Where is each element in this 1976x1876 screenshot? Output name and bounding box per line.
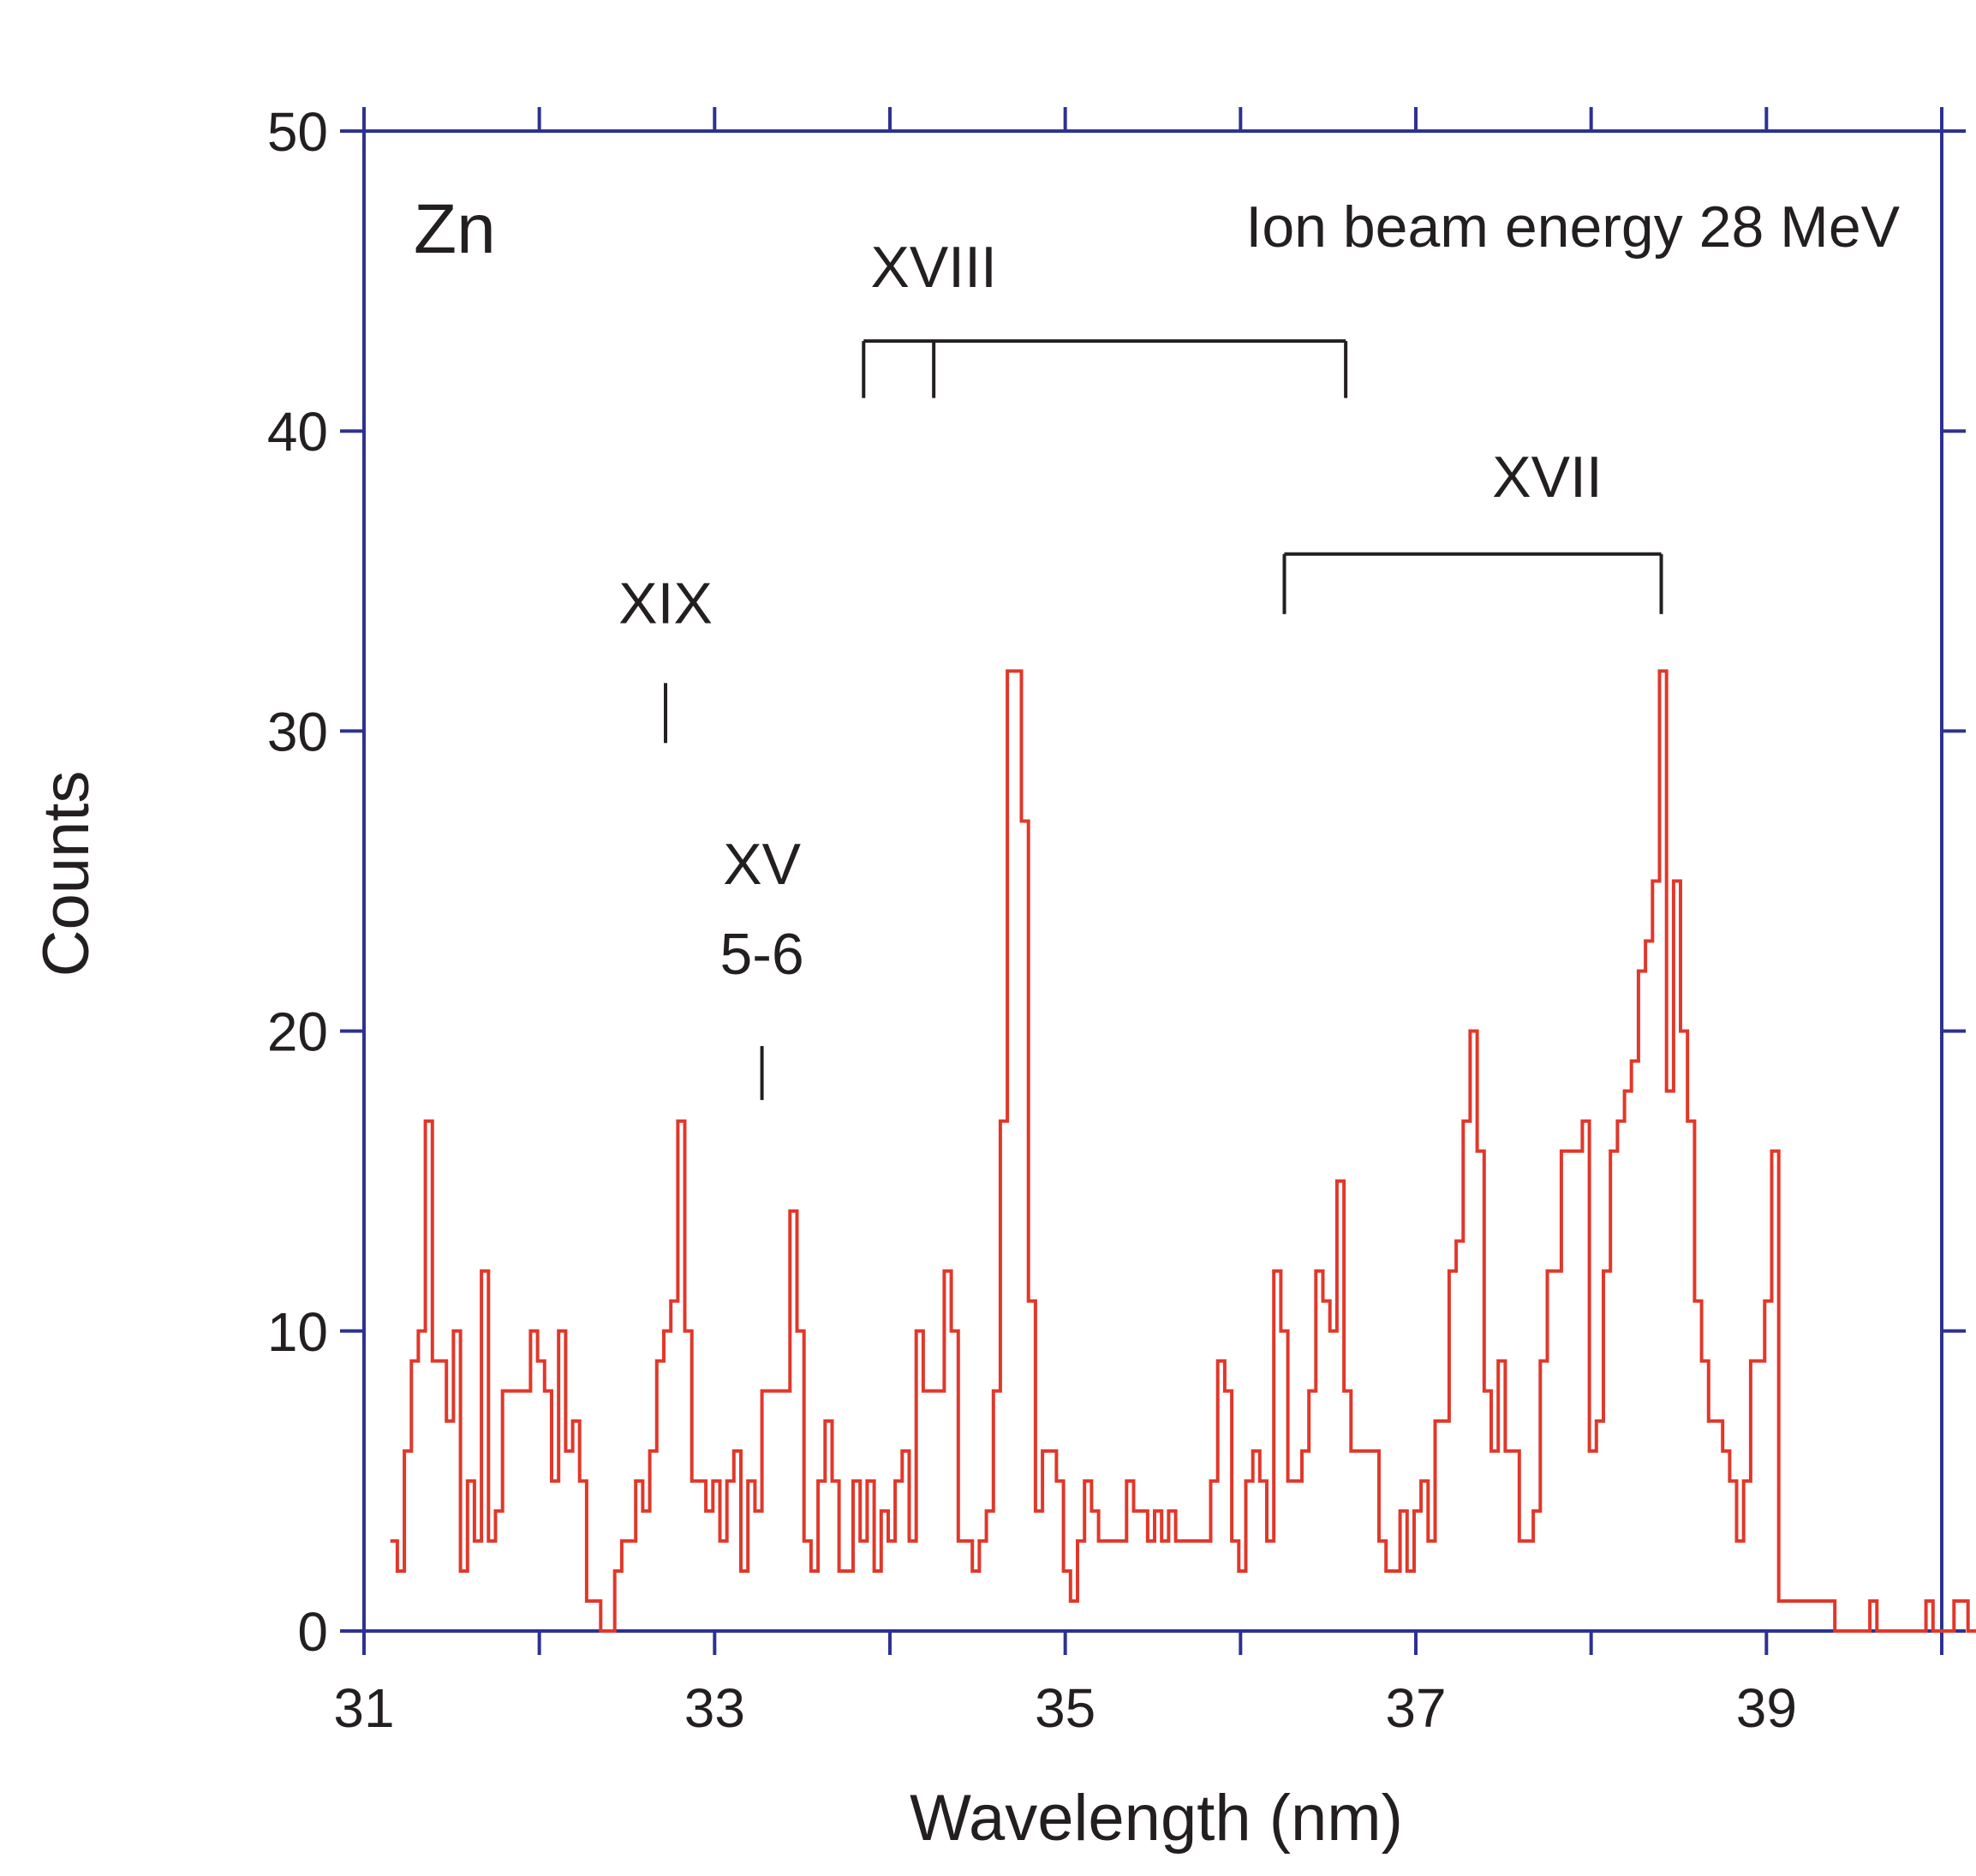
annotation-layer: XVIII XVII XIX XV 5-6 [618,235,1663,1101]
condition-label: Ion beam energy 28 MeV [1245,194,1900,260]
y-tick-label: 20 [267,1001,328,1063]
series-line [390,669,1976,1633]
annotation-xix: XIX [618,571,713,744]
y-tick-label: 50 [267,101,328,163]
x-tick-label: 39 [1736,1677,1797,1739]
element-label: Zn [414,190,496,268]
axis-tick-labels: 31 33 35 37 39 0 10 20 30 40 50 [267,101,1797,1739]
annotation-label: XV [723,832,801,897]
x-tick-label: 31 [333,1677,394,1739]
x-tick-label: 35 [1035,1677,1095,1739]
x-tick-label: 33 [684,1677,745,1739]
plot-frame [362,129,1943,1633]
annotation-xvii: XVII [1282,445,1663,614]
annotation-label: XIX [618,571,713,636]
annotation-label: XVIII [870,235,996,300]
y-tick-label: 40 [267,401,328,463]
plot-border [362,129,1943,1633]
y-tick-label: 10 [267,1301,328,1363]
y-tick-label: 0 [297,1601,328,1663]
annotation-xviii: XVIII [862,235,1348,398]
x-tick-label: 37 [1385,1677,1446,1739]
annotation-xv: XV 5-6 [719,832,804,1101]
annotation-sublabel: 5-6 [719,922,803,987]
y-tick-label: 30 [267,701,328,762]
x-axis-title: Wavelength (nm) [910,1782,1403,1855]
axis-ticks [340,107,1966,1655]
annotation-label: XVII [1492,445,1603,510]
series-layer [390,669,1976,1633]
y-axis-title: Counts [30,771,103,977]
